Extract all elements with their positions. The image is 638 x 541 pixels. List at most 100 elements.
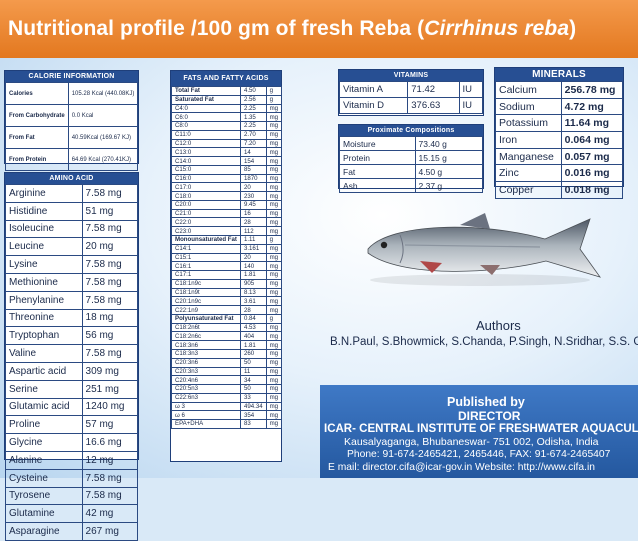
table-cell: 1870 (239, 173, 267, 184)
table-cell: mg (265, 296, 283, 307)
table-cell: 7.58 mg (81, 219, 139, 239)
table-cell: Sodium (495, 97, 562, 116)
table-cell: 2.25 (239, 103, 267, 114)
table-cell: mg (265, 392, 283, 403)
table-row: Phenylanine 7.58 mg (5, 290, 139, 310)
table-cell: IU (458, 97, 484, 114)
table-cell: mg (265, 384, 283, 394)
table-cell: Glutamine (5, 504, 83, 524)
table-row: Manganese 0.057 mg (495, 147, 624, 166)
page-title: Nutritional profile /100 gm of fresh Reb… (8, 17, 576, 41)
table-row: C17:1 1.81 mg (171, 270, 283, 280)
table-row: C18:2n6c 404 mg (171, 331, 283, 342)
table-cell: Valine (5, 344, 83, 363)
table-row: Glycine 16.6 mg (5, 433, 139, 452)
table-cell: mg (265, 287, 283, 298)
table-cell: 494.34 (239, 401, 267, 412)
table-cell: Copper (495, 181, 562, 199)
table-cell: mg (265, 357, 283, 368)
table-cell: 154 (239, 156, 267, 166)
table-cell: C18:2n6t (171, 322, 241, 333)
table-cell: 2.37 g (414, 178, 484, 193)
table-row: Protein 15.15 g (339, 150, 484, 165)
proximate-panel: Proximate Compositions Moisture 73.40 g Pr… (338, 124, 484, 193)
title-bar: Nutritional profile /100 gm of fresh Reb… (0, 0, 638, 58)
amino-heading: AMINO ACID (5, 173, 138, 184)
table-cell: C21:0 (171, 208, 241, 219)
table-row: C20:3n6 50 mg (171, 357, 283, 368)
table-row: C12:0 7.20 mg (171, 138, 283, 149)
table-cell: 20 mg (81, 237, 139, 257)
table-cell: 50 (239, 357, 267, 368)
table-cell: 64.69 Kcal (270.41KJ) (67, 148, 139, 171)
table-cell: Calcium (495, 81, 562, 99)
table-cell: 1240 mg (81, 397, 139, 417)
table-cell: 11.64 mg (560, 114, 624, 133)
table-cell: mg (265, 112, 283, 123)
table-cell: 1.35 (239, 112, 267, 123)
table-row: Threonine 18 mg (5, 308, 139, 328)
table-cell: mg (265, 156, 283, 166)
fish-icon (367, 213, 602, 286)
proximate-table: Moisture 73.40 g Protein 15.15 g Fat 4.50 g As… (339, 136, 484, 193)
table-cell: Leucine (5, 237, 83, 257)
authors-heading: Authors (476, 318, 521, 333)
table-row: C20:1n9c 3.61 mg (171, 296, 283, 307)
table-cell: g (265, 235, 283, 245)
table-cell: Saturated Fat (171, 94, 241, 105)
table-row: C16:0 1870 mg (171, 173, 283, 184)
table-cell: mg (265, 129, 283, 140)
table-cell: mg (265, 331, 283, 342)
table-cell: 11 (239, 366, 267, 377)
authors-names: B.N.Paul, S.Bhowmick, S.Chanda, P.Singh,… (330, 336, 638, 348)
table-cell: C18:3n3 (171, 348, 241, 359)
table-row: Tryptophan 56 mg (5, 326, 139, 346)
table-cell: Methionine (5, 272, 83, 292)
amino-panel: AMINO ACID Arginine 7.58 mg Histidine 51 mg… (4, 172, 139, 541)
table-cell: 42 mg (81, 504, 139, 524)
table-cell: From Carbohydrate (5, 104, 69, 127)
table-cell: mg (265, 322, 283, 333)
table-row: From Carbohydrate 0.0 Kcal (5, 104, 139, 127)
table-cell: 2.56 (239, 94, 267, 105)
table-row: C15:0 85 mg (171, 164, 283, 175)
table-cell: mg (265, 366, 283, 377)
table-row: EPA+DHA 83 mg (171, 419, 283, 429)
table-cell: 12 mg (81, 450, 139, 470)
table-cell: 83 (239, 419, 267, 429)
table-cell: C20:1n9c (171, 296, 241, 307)
table-cell: 0.84 (239, 313, 267, 324)
table-cell: Aspartic acid (5, 361, 83, 381)
table-row: Aspartic acid 309 mg (5, 361, 139, 381)
table-cell: Zinc (495, 164, 562, 183)
table-cell: 0.018 mg (560, 181, 624, 199)
table-cell: Vitamin D (338, 97, 409, 114)
fish-illustration (360, 205, 610, 300)
table-cell: Moisture (339, 136, 416, 151)
table-row: C18:0 230 mg (171, 191, 283, 201)
table-row: C21:0 16 mg (171, 208, 283, 219)
table-cell: Polyunsaturated Fat (171, 313, 241, 324)
table-cell: 2.70 (239, 129, 267, 140)
calorie-table: Calories 105.28 Kcal (440.08KJ) From Carbo… (5, 82, 139, 171)
table-cell: mg (265, 173, 283, 184)
table-cell: mg (265, 164, 283, 175)
table-row: C13:0 14 mg (171, 147, 283, 158)
table-cell: mg (265, 191, 283, 201)
table-row: C8:0 2.25 mg (171, 121, 283, 131)
table-cell: C20:4n6 (171, 375, 241, 386)
table-cell: Tyrosene (5, 486, 83, 506)
table-row: C18:3n6 1.81 mg (171, 340, 283, 350)
table-cell: mg (265, 401, 283, 412)
table-cell: Manganese (495, 147, 562, 166)
table-row: Potassium 11.64 mg (495, 114, 624, 133)
table-cell: C23:0 (171, 226, 241, 237)
table-cell: 0.0 Kcal (67, 104, 139, 127)
title-close: ) (569, 17, 577, 40)
table-cell: Ash (339, 178, 416, 193)
table-cell: 7.20 (239, 138, 267, 149)
table-cell: C16:1 (171, 261, 241, 272)
table-cell: 16 (239, 208, 267, 219)
title-main: Nutritional profile /100 gm of fresh Reb… (8, 17, 425, 40)
table-row: Vitamin A 71.42 IU (338, 81, 484, 98)
